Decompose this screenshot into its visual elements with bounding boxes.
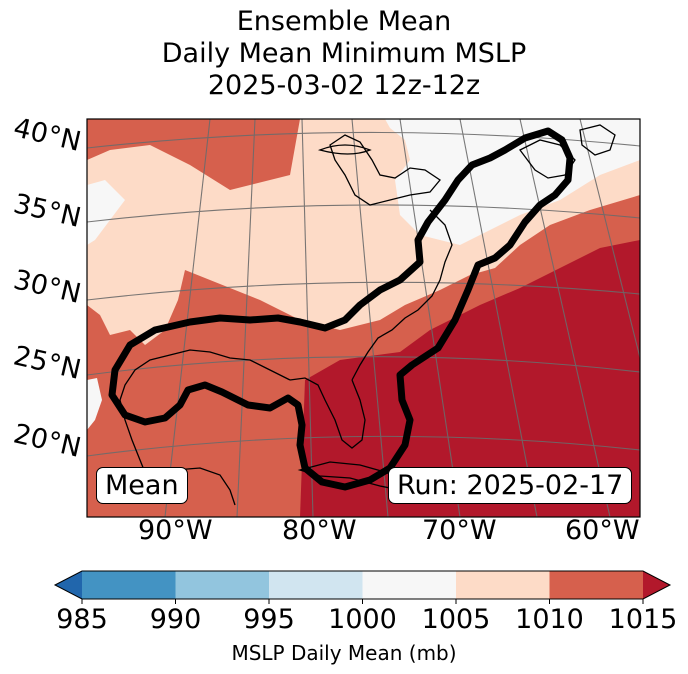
colorbar [53,570,672,604]
colorbar-tick-label-985: 985 [56,604,108,635]
pressure-region-1000-north [385,119,640,245]
colorbar-tick-label-1010: 1010 [515,604,584,635]
florida [289,377,366,449]
title-line-1: Ensemble Mean [236,6,452,37]
gulf-coast [119,349,291,481]
meridian-80w [301,119,314,517]
title-line-3: 2025-03-02 12z-12z [207,70,481,101]
meridian-65w [459,119,538,517]
colorbar-bin-1005-1010 [456,571,550,599]
meridian-70w [399,119,461,517]
map-field [87,119,640,517]
colorbar-tick-label-1005: 1005 [421,604,491,635]
parallel-35n [87,204,640,223]
parallel-25n [87,356,640,376]
colorbar-bin-1000-1005 [362,571,457,599]
colorbar-bin-1010-1015 [549,571,644,599]
contour-1005 [108,127,574,491]
colorbar-tick-label-995: 995 [243,604,295,635]
map-frame [86,118,641,518]
colorbar-label: MSLP Daily Mean (mb) [231,641,457,665]
colorbar-tick-label-990: 990 [149,604,202,635]
pressure-region-1000 [87,180,125,245]
lon-label-70w: 70°W [422,515,497,546]
newfoundland [579,124,616,156]
colorbar-bin-990-995 [175,571,270,599]
colorbar-over-arrow [643,571,670,599]
colorbar-bin-995-1000 [269,571,363,599]
mean-annotation: Mean [96,467,188,504]
meridian-55w [579,119,640,361]
colorbar-under-arrow [55,571,82,599]
colorbar-bin-985-990 [82,571,176,599]
title-line-2: Daily Mean Minimum MSLP [161,38,527,69]
lon-label-60w: 60°W [565,515,640,546]
colorbar-tick-label-1015: 1015 [608,604,678,635]
colorbar-tick-label-1000: 1000 [328,604,397,635]
parallel-20n [87,435,640,457]
meridian-75w [351,119,389,517]
great-lakes [329,134,441,206]
lon-label-80w: 80°W [282,515,357,546]
lake-superior [317,144,372,155]
run-annotation: Run: 2025-02-17 [388,467,633,504]
east-coast [351,209,453,381]
meridian-90w [164,119,211,517]
parallel-30n [87,281,640,301]
pressure-region-1000-west [87,378,102,430]
lon-label-90w: 90°W [138,515,213,546]
meridian-60w [519,119,611,517]
